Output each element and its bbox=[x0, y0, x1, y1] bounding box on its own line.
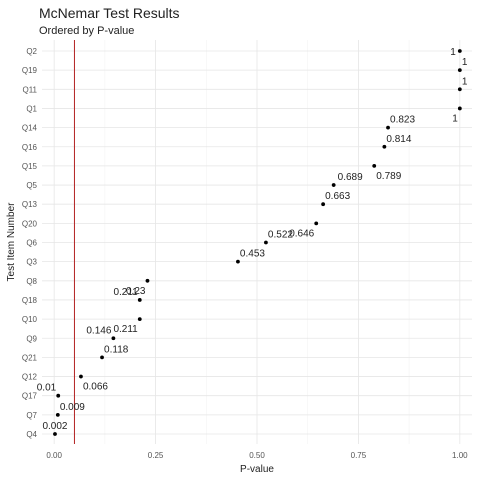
data-label: 0.689 bbox=[338, 172, 363, 183]
x-tick-label: 0.00 bbox=[46, 451, 62, 460]
y-tick-label: Q9 bbox=[26, 334, 37, 343]
y-axis-title: Test Item Number bbox=[6, 202, 17, 282]
y-tick-label: Q11 bbox=[22, 85, 37, 94]
y-tick-label: Q12 bbox=[22, 373, 38, 382]
y-tick-label: Q18 bbox=[22, 296, 38, 305]
data-label: 0.002 bbox=[42, 421, 67, 432]
data-point bbox=[53, 432, 57, 436]
y-tick-label: Q15 bbox=[22, 162, 38, 171]
y-tick-label: Q16 bbox=[22, 143, 38, 152]
y-tick-label: Q19 bbox=[22, 66, 38, 75]
data-point bbox=[79, 374, 83, 379]
data-points bbox=[53, 49, 462, 436]
data-point bbox=[386, 125, 390, 130]
y-tick-label: Q2 bbox=[26, 47, 37, 56]
data-point bbox=[331, 183, 336, 187]
data-point bbox=[457, 87, 462, 92]
data-label: 0.118 bbox=[104, 344, 129, 355]
data-label: 0.009 bbox=[60, 402, 85, 413]
data-label: 0.211 bbox=[113, 287, 138, 298]
chart-title: McNemar Test Results bbox=[39, 5, 180, 21]
y-tick-label: Q8 bbox=[26, 277, 37, 286]
data-point bbox=[145, 278, 150, 283]
data-label: 1 bbox=[452, 113, 458, 124]
y-tick-labels: Q4 Q7 Q17 Q12 Q21 Q9 Q10 Q18 Q8 Q3 Q6 Q20 Q13 Q5 Q15 Q1… bbox=[22, 47, 38, 439]
x-tick-labels: 0.00 0.25 0.50 0.75 1.00 bbox=[46, 451, 468, 460]
y-tick-label: Q20 bbox=[22, 219, 38, 228]
y-tick-label: Q1 bbox=[26, 104, 37, 113]
y-tick-label: Q5 bbox=[26, 181, 37, 190]
data-point bbox=[236, 259, 240, 264]
data-point bbox=[382, 144, 387, 149]
data-point bbox=[137, 298, 142, 302]
y-tick-label: Q21 bbox=[22, 353, 38, 362]
data-point bbox=[264, 240, 268, 245]
y-tick-label: Q4 bbox=[26, 430, 37, 439]
y-tick-label: Q17 bbox=[22, 392, 38, 401]
y-tick-label: Q14 bbox=[22, 124, 38, 133]
data-label: 0.453 bbox=[240, 249, 265, 260]
data-label: 1 bbox=[462, 76, 468, 87]
data-label: 0.01 bbox=[37, 383, 57, 394]
data-label: 0.663 bbox=[325, 191, 350, 202]
data-point bbox=[55, 412, 60, 417]
data-label: 0.522 bbox=[268, 230, 293, 241]
data-point bbox=[111, 336, 116, 341]
x-tick-label: 1.00 bbox=[452, 451, 468, 460]
y-tick-label: Q10 bbox=[22, 315, 38, 324]
data-point bbox=[457, 68, 462, 73]
data-label: 1 bbox=[462, 57, 468, 68]
data-label: 0.066 bbox=[83, 382, 108, 393]
data-point bbox=[372, 164, 377, 168]
x-axis-title: P-value bbox=[240, 464, 274, 475]
data-label: 0.23 bbox=[126, 286, 146, 297]
data-point bbox=[457, 49, 462, 53]
data-label: 0.789 bbox=[376, 171, 401, 182]
data-label: 0.823 bbox=[390, 115, 415, 126]
data-point bbox=[56, 393, 61, 398]
x-tick-label: 0.25 bbox=[148, 451, 164, 460]
x-tick-label: 0.75 bbox=[351, 451, 367, 460]
x-tick-label: 0.50 bbox=[249, 451, 265, 460]
data-label: 0.814 bbox=[386, 134, 411, 145]
data-point bbox=[314, 221, 319, 226]
data-point bbox=[100, 355, 104, 360]
gridlines bbox=[42, 40, 472, 444]
data-label: 0.646 bbox=[289, 228, 314, 239]
chart-subtitle: Ordered by P-value bbox=[39, 25, 134, 37]
data-point bbox=[321, 202, 326, 207]
data-label: 0.211 bbox=[113, 324, 138, 335]
y-tick-label: Q3 bbox=[26, 258, 37, 267]
data-point bbox=[457, 106, 462, 111]
y-tick-label: Q6 bbox=[26, 239, 37, 248]
data-point bbox=[137, 317, 142, 321]
y-tick-label: Q13 bbox=[22, 200, 38, 209]
data-label: 0.146 bbox=[86, 325, 111, 336]
data-label: 1 bbox=[450, 47, 456, 58]
y-tick-label: Q7 bbox=[26, 411, 37, 420]
